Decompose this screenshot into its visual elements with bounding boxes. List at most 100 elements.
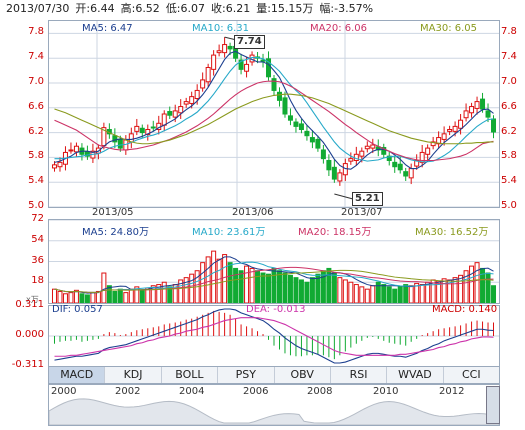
candle-body: [485, 110, 491, 118]
candle-body: [452, 125, 458, 132]
candle-body: [430, 141, 436, 147]
candle-body: [134, 125, 140, 132]
price-y-tick-left: 5.8: [28, 150, 44, 162]
volume-bar: [381, 284, 387, 304]
volume-bar: [95, 290, 101, 304]
volume-ma-line: [54, 261, 494, 293]
price-panel[interactable]: [48, 20, 500, 208]
candle-body: [309, 137, 315, 143]
candle-body: [414, 160, 420, 167]
candle-body: [326, 160, 332, 171]
price-ma30-label: MA30: 6.05: [420, 23, 478, 34]
candle-body: [205, 67, 211, 83]
candle-body: [458, 119, 464, 129]
macd-panel[interactable]: [48, 305, 500, 367]
tab-obv[interactable]: OBV: [275, 367, 331, 383]
candle-body: [381, 146, 387, 155]
candle-body: [403, 171, 409, 177]
navigator-mini-chart: [48, 398, 500, 426]
volume-bar: [364, 288, 370, 304]
candle-body: [172, 110, 178, 118]
vol-ma10-label: MA10: 23.61万: [192, 227, 266, 238]
quote-high: 高:6.52: [120, 2, 160, 15]
volume-panel[interactable]: [48, 219, 500, 304]
candle-body: [51, 164, 57, 169]
candle-body: [128, 133, 134, 143]
volume-bar: [491, 285, 497, 304]
candle-body: [211, 54, 217, 70]
ma-line-ma20: [54, 80, 494, 162]
tab-kdj[interactable]: KDJ: [105, 367, 162, 383]
volume-bar: [216, 258, 222, 304]
tab-psy[interactable]: PSY: [218, 367, 275, 383]
candle-body: [161, 113, 167, 126]
candle-body: [276, 91, 282, 101]
candle-body: [145, 129, 151, 135]
quote-open: 开:6.44: [75, 2, 115, 15]
candle-body: [425, 147, 431, 155]
candle-body: [244, 63, 250, 72]
vol-ma20-label: MA20: 18.15万: [298, 227, 372, 238]
quote-date: 2013/07/30: [6, 2, 70, 15]
candle-body: [397, 163, 403, 171]
tab-cci[interactable]: CCI: [462, 368, 481, 381]
volume-bar: [128, 288, 134, 304]
volume-bar: [474, 262, 480, 304]
quote-volume: 量:15.15万: [256, 2, 314, 15]
price-ma20-label: MA20: 6.06: [310, 23, 368, 34]
candle-body: [408, 168, 414, 179]
tab-macd[interactable]: MACD: [49, 367, 106, 383]
ma-line-ma10: [54, 57, 494, 163]
volume-bar: [57, 290, 63, 304]
candle-body: [282, 97, 288, 115]
volume-bar: [403, 284, 409, 304]
candle-body: [73, 145, 79, 153]
navigator-range-handle[interactable]: [486, 386, 500, 424]
low-callout-pointer: [334, 193, 354, 200]
price-y-tick-left: 5.0: [28, 200, 44, 211]
candle-body: [57, 161, 63, 168]
volume-y-tick: 54: [31, 233, 44, 245]
tab-wvad[interactable]: WVAD: [387, 367, 444, 383]
macd-value-label: MACD: 0.140: [432, 304, 498, 315]
candle-body: [222, 44, 228, 54]
price-y-tick-right: 7.4: [501, 51, 517, 63]
price-chart: [49, 21, 499, 208]
volume-bar: [101, 272, 107, 304]
volume-bar: [397, 286, 403, 304]
tab-boll[interactable]: BOLL: [162, 367, 219, 383]
volume-ma-line: [54, 269, 494, 293]
volume-bar: [353, 284, 359, 304]
candle-body: [117, 138, 123, 149]
candle-body: [353, 153, 359, 162]
ma-line-ma5: [54, 50, 494, 170]
volume-bar: [309, 277, 315, 304]
candle-body: [178, 106, 184, 114]
candle-body: [112, 135, 118, 143]
volume-bar: [458, 274, 464, 304]
vol-ma5-label: MA5: 24.80万: [82, 227, 150, 238]
volume-bar: [73, 289, 79, 304]
volume-unit-label: x万: [26, 295, 39, 304]
x-label-jul: 2013/07: [341, 207, 383, 218]
volume-bar: [348, 281, 354, 304]
price-ma5-label: MA5: 6.47: [82, 23, 133, 34]
volume-bar: [90, 292, 96, 304]
candle-body: [480, 98, 486, 110]
volume-bar: [282, 272, 288, 304]
price-y-tick-left: 5.4: [28, 175, 44, 187]
candle-body: [150, 126, 156, 129]
quote-change: 幅:-3.57%: [319, 2, 374, 15]
x-label-jun: 2013/06: [232, 207, 274, 218]
tab-rsi[interactable]: RSI: [331, 367, 388, 383]
candle-body: [364, 145, 370, 150]
candle-body: [359, 150, 365, 157]
candle-body: [392, 161, 398, 168]
candle-body: [375, 146, 381, 151]
candle-body: [194, 89, 200, 100]
time-navigator[interactable]: 2000 2002 2004 2006 2008 2010 2012: [48, 384, 500, 426]
candle-body: [139, 127, 145, 134]
nav-year-2004: 2004: [179, 386, 205, 397]
volume-bar: [238, 270, 244, 304]
macd-chart: [49, 308, 499, 364]
